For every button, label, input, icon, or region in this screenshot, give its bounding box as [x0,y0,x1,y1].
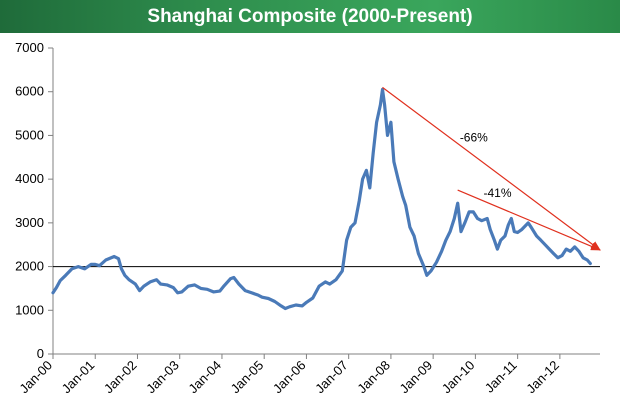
y-tick-label: 0 [37,346,44,361]
series-group [51,87,592,311]
y-tick-label: 5000 [15,127,44,142]
x-tick-label: Jan-12 [523,358,562,397]
annotations-group: -66% -41% [382,86,601,251]
y-tick-label: 1000 [15,302,44,317]
x-tick-label: Jan-02 [101,358,140,397]
x-tick-label: Jan-01 [59,358,98,397]
y-tick-label: 6000 [15,84,44,99]
series-line-shanghai-composite [51,87,592,311]
annotation-label: -66% [460,131,488,145]
x-tick-label: Jan-07 [312,358,351,397]
y-tick-label: 3000 [15,215,44,230]
x-tick-label: Jan-11 [482,358,520,396]
x-tick-label: Jan-03 [143,358,182,397]
trend-arrow [457,189,601,251]
x-tick-label: Jan-06 [270,358,309,397]
x-tick-label: Jan-09 [397,358,436,397]
annotation-label: -41% [484,186,512,200]
y-tick-label: 7000 [15,40,44,55]
trend-arrow [382,86,601,251]
x-tick-label: Jan-05 [228,358,267,397]
y-tick-label: 4000 [15,171,44,186]
x-tick-label: Jan-00 [16,358,55,397]
chart-title-bar: Shanghai Composite (2000-Present) [0,0,620,33]
chart-title: Shanghai Composite (2000-Present) [147,5,473,27]
x-tick-label: Jan-08 [354,358,393,397]
y-tick-label: 2000 [15,259,44,274]
x-tick-label: Jan-10 [439,358,478,397]
x-tick-label: Jan-04 [185,358,224,397]
